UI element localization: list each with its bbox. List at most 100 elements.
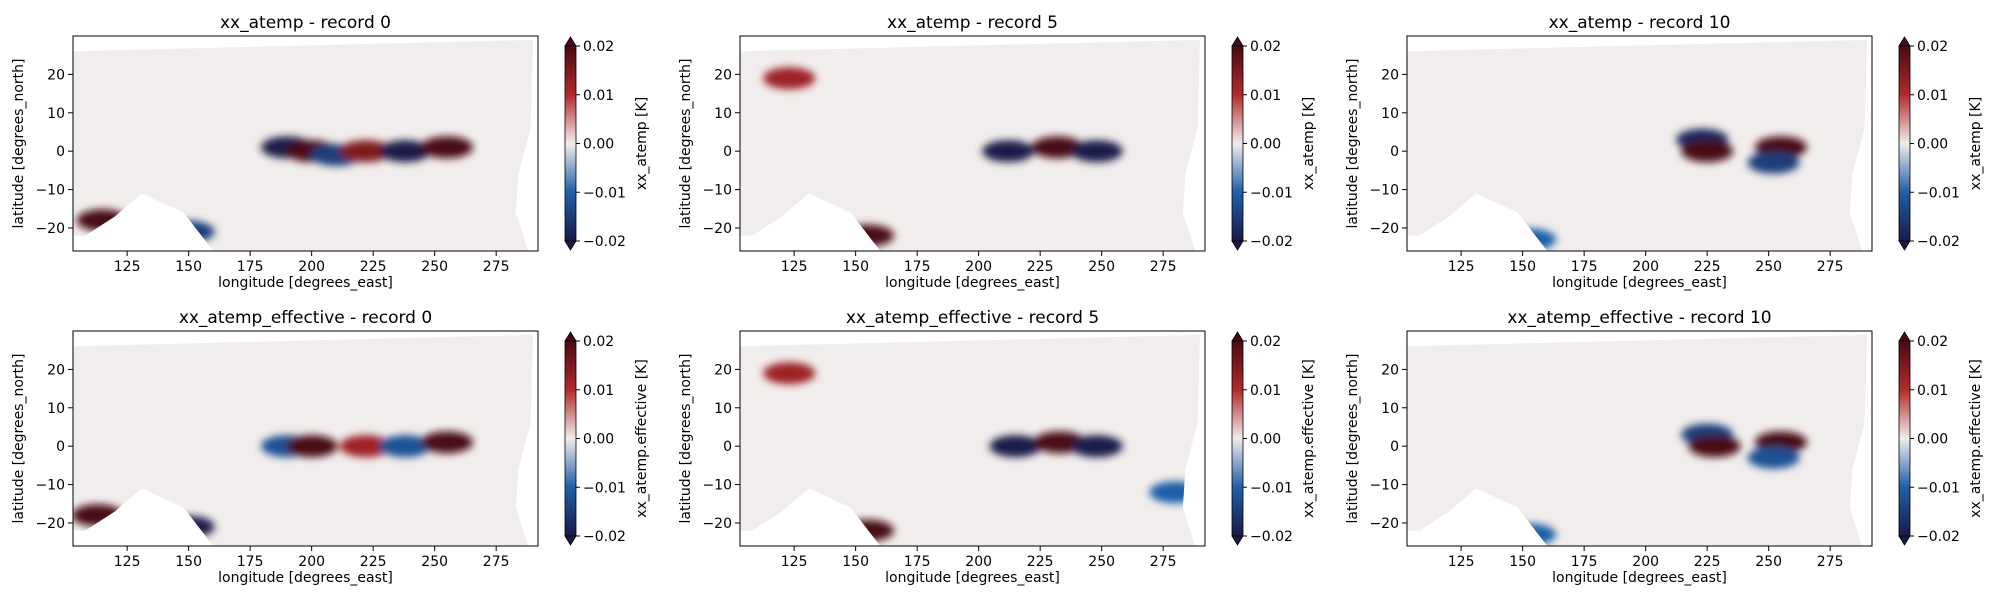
x-tick-label: 125 [781, 554, 808, 570]
colorbar-label: xx_atemp.effective [K] [1968, 359, 1984, 518]
anomaly-blob [420, 431, 473, 454]
anomaly-blob [763, 362, 816, 385]
colorbar-tick-label: −0.01 [1917, 480, 1960, 496]
colorbar-tick-label: −0.02 [583, 529, 626, 545]
colorbar-tick-label: 0.00 [1250, 432, 1281, 448]
x-tick-label: 250 [421, 259, 448, 275]
axes-frame [72, 330, 539, 547]
y-tick-label: 0 [723, 439, 732, 455]
x-tick-label: 225 [1027, 259, 1054, 275]
ocean-field [1407, 39, 1868, 251]
x-tick-label: 225 [1694, 554, 1721, 570]
y-tick-label: 10 [47, 106, 65, 122]
colorbar-tick-label: −0.01 [1917, 185, 1960, 201]
colorbar-tick-label: 0.02 [1917, 39, 1948, 55]
colorbar-tick-label: −0.01 [1250, 185, 1293, 201]
anomaly-blob [285, 435, 338, 458]
y-tick-label: 10 [1381, 401, 1399, 417]
x-tick-label: 150 [842, 554, 869, 570]
colorbar [1898, 45, 1911, 242]
x-tick-label: 250 [421, 554, 448, 570]
colorbar [1898, 340, 1911, 537]
axes-frame [739, 330, 1206, 547]
colorbar-label: xx_atemp [K] [634, 97, 650, 190]
y-tick-label: −10 [702, 478, 732, 494]
y-tick-label: −10 [1369, 183, 1399, 199]
colorbar-tick-label: 0.00 [1917, 432, 1948, 448]
panel-title: xx_atemp_effective - record 10 [1507, 308, 1771, 328]
x-tick-label: 150 [1509, 259, 1536, 275]
x-tick-label: 175 [904, 259, 931, 275]
map-panel: xx_atemp_effective - record 0 125 150 175 20… [11, 308, 650, 586]
ocean-field [740, 334, 1201, 546]
anomaly-blob [1688, 435, 1741, 458]
y-axis-label: latitude [degrees_north] [11, 59, 27, 229]
colorbar-tick-label: −0.02 [583, 234, 626, 250]
x-tick-label: 225 [360, 554, 387, 570]
y-tick-label: −20 [1369, 516, 1399, 532]
y-tick-label: −20 [35, 516, 65, 532]
x-tick-label: 150 [175, 259, 202, 275]
x-tick-label: 200 [298, 554, 325, 570]
y-tick-label: −20 [35, 221, 65, 237]
colorbar-extend-min [1898, 240, 1911, 251]
x-tick-label: 275 [1817, 259, 1844, 275]
x-tick-label: 175 [237, 554, 264, 570]
x-tick-label: 275 [483, 259, 510, 275]
y-tick-label: 0 [1390, 439, 1399, 455]
anomaly-blob [1681, 140, 1734, 163]
anomaly-blob [1070, 435, 1123, 458]
y-tick-label: −10 [35, 183, 65, 199]
anomaly-blob [339, 140, 392, 163]
x-tick-label: 200 [965, 259, 992, 275]
colorbar-tick-label: 0.02 [1250, 39, 1281, 55]
y-axis-label: latitude [degrees_north] [678, 354, 694, 524]
x-axis-label: longitude [degrees_east] [218, 275, 393, 291]
y-axis-label: latitude [degrees_north] [1345, 354, 1361, 524]
colorbar-tick-label: 0.01 [1917, 383, 1948, 399]
colorbar-tick-label: 0.00 [583, 432, 614, 448]
axes-frame [739, 35, 1206, 252]
colorbar-tick-label: 0.02 [583, 334, 614, 350]
colorbar-extend-min [1898, 535, 1911, 546]
x-axis-label: longitude [degrees_east] [1552, 570, 1727, 586]
axes-frame [72, 35, 539, 252]
colorbar-extend-min [1231, 240, 1244, 251]
y-tick-label: −10 [1369, 478, 1399, 494]
colorbar-extend-min [1231, 535, 1244, 546]
panel-title: xx_atemp_effective - record 5 [846, 308, 1099, 328]
x-tick-label: 125 [1448, 554, 1475, 570]
y-tick-label: 20 [714, 362, 732, 378]
colorbar-extend-max [1898, 331, 1911, 342]
y-tick-label: 20 [1381, 67, 1399, 83]
anomaly-blob [1031, 136, 1084, 159]
x-tick-label: 125 [781, 259, 808, 275]
colorbar-tick-label: 0.02 [1250, 334, 1281, 350]
colorbar [1231, 340, 1244, 537]
colorbar-extend-max [564, 36, 577, 47]
x-tick-label: 250 [1088, 554, 1115, 570]
colorbar-tick-label: 0.01 [1250, 383, 1281, 399]
colorbar-tick-label: 0.00 [583, 137, 614, 153]
x-tick-label: 250 [1755, 259, 1782, 275]
colorbar-tick-label: 0.00 [1917, 137, 1948, 153]
y-tick-label: −20 [702, 516, 732, 532]
panel-title: xx_atemp - record 0 [220, 13, 391, 33]
x-tick-label: 125 [114, 554, 141, 570]
x-tick-label: 200 [298, 259, 325, 275]
x-tick-label: 250 [1088, 259, 1115, 275]
y-tick-label: 0 [56, 439, 65, 455]
colorbar-tick-label: −0.01 [583, 185, 626, 201]
x-tick-label: 225 [1694, 259, 1721, 275]
anomaly-blob [1747, 446, 1800, 469]
colorbar-label: xx_atemp [K] [1301, 97, 1317, 190]
x-axis-label: longitude [degrees_east] [1552, 275, 1727, 291]
y-tick-label: 0 [1390, 144, 1399, 160]
y-tick-label: −20 [702, 221, 732, 237]
axes-frame [1406, 330, 1873, 547]
x-tick-label: 275 [483, 554, 510, 570]
